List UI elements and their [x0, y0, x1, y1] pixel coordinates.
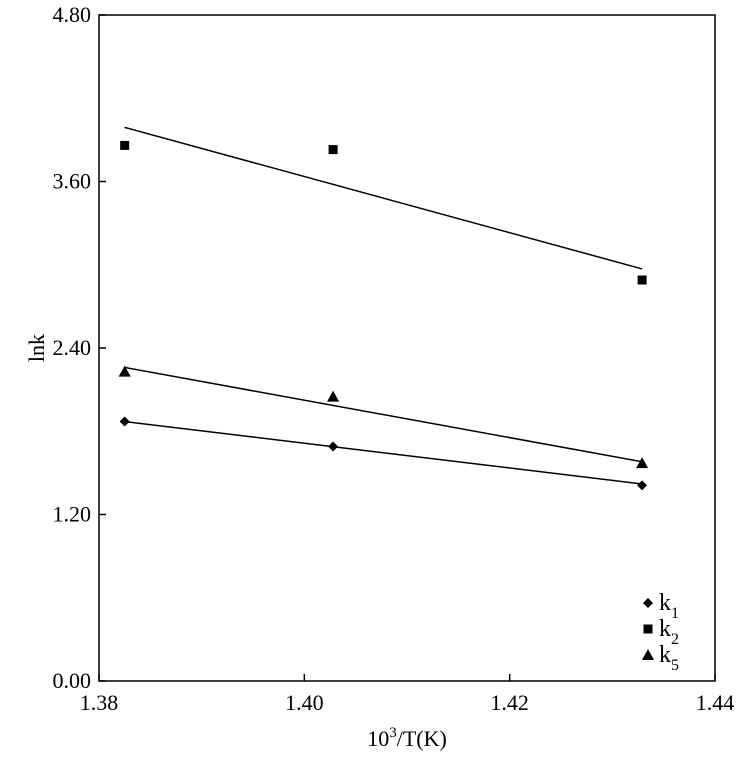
legend-marker-k5 — [642, 649, 654, 660]
x-tick-label: 1.42 — [490, 690, 529, 715]
data-point-k2 — [120, 140, 130, 150]
x-axis-title-rest: /T(K) — [397, 726, 447, 751]
legend-label-subscript: 5 — [671, 657, 679, 674]
y-tick-label: 3.60 — [53, 169, 92, 194]
data-point-k2 — [637, 275, 647, 285]
data-point-k1 — [119, 416, 130, 427]
y-tick-label: 1.20 — [53, 502, 92, 527]
legend-label-k2: k2 — [659, 616, 679, 648]
data-point-k5 — [636, 457, 649, 469]
fit-line-k2 — [124, 126, 643, 270]
axis-ticks: 0.00 1.20 2.40 3.60 4.80 1.38 1.40 1.42 1.44 — [53, 2, 735, 715]
legend-label-base: k — [659, 642, 671, 668]
data-point-k5 — [327, 390, 340, 402]
legend-marker-k2 — [643, 624, 653, 634]
fit-lines — [124, 126, 643, 485]
legend-label-subscript: 1 — [671, 605, 679, 622]
data-point-k1 — [637, 480, 648, 491]
legend-label-k5: k5 — [659, 642, 679, 674]
fit-line-k5 — [124, 366, 643, 463]
data-point-k1 — [328, 441, 339, 452]
plot-frame — [98, 14, 716, 682]
x-tick-label: 1.40 — [285, 690, 324, 715]
data-point-k5 — [118, 365, 131, 377]
data-point-k2 — [328, 145, 338, 155]
data-markers — [118, 140, 649, 491]
y-tick-label: 4.80 — [53, 2, 92, 27]
legend-label-base: k — [659, 616, 671, 642]
x-axis-title: 103/T(K) — [367, 725, 447, 751]
y-tick-label: 0.00 — [53, 668, 92, 693]
x-axis-title-base: 10 — [367, 726, 389, 751]
fit-line-k1 — [124, 420, 643, 485]
legend-label-base: k — [659, 590, 671, 616]
legend-label-subscript: 2 — [671, 631, 679, 648]
y-tick-label: 2.40 — [53, 335, 92, 360]
y-axis-title: lnk — [24, 334, 49, 362]
x-tick-label: 1.38 — [80, 690, 119, 715]
x-axis-title-sup: 3 — [389, 725, 397, 741]
legend-marker-k1 — [643, 598, 653, 608]
legend-label-k1: k1 — [659, 590, 679, 622]
x-tick-label: 1.44 — [696, 690, 735, 715]
